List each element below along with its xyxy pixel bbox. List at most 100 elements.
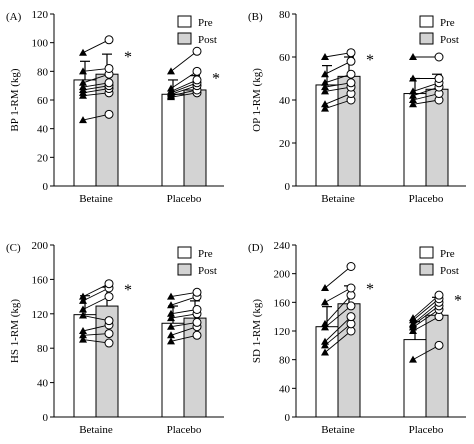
panel-label: (A) [6, 11, 22, 23]
individual-line [82, 39, 110, 54]
individual-line [324, 266, 352, 289]
y-tick-label: 60 [37, 95, 49, 107]
individual-point-post [104, 109, 114, 119]
individual-point-post [192, 75, 202, 85]
panel-label: (B) [248, 11, 263, 23]
individual-point-pre [321, 348, 329, 356]
individual-line [412, 316, 440, 332]
individual-point-pre [79, 331, 87, 339]
y-tick-label: 0 [43, 412, 49, 424]
y-axis-label: SD 1-RM (kg) [251, 299, 263, 364]
individual-point-post [192, 287, 202, 297]
individual-point-post [346, 56, 356, 66]
individual-point-pre [321, 70, 329, 78]
legend-label-post: Post [440, 265, 459, 277]
individual-point-pre [409, 91, 417, 99]
y-tick-label: 80 [279, 9, 291, 21]
individual-point-post [104, 316, 114, 326]
individual-point-pre [321, 53, 329, 60]
x-tick-label: Betaine [79, 424, 113, 436]
y-tick-label: 40 [37, 378, 49, 390]
legend-swatch-pre [177, 246, 192, 259]
legend-swatch-pre [419, 246, 434, 259]
individual-line [82, 296, 110, 310]
legend-swatch-pre [419, 15, 434, 28]
individual-point-post [192, 66, 202, 76]
individual-line [412, 86, 440, 97]
bar-pre-placebo [161, 93, 185, 187]
individual-point-pre [409, 100, 417, 108]
y-tick-label: 200 [274, 269, 291, 281]
legend-swatch-post [177, 32, 192, 45]
individual-line [170, 326, 198, 336]
chart-panel-3: (C) HS 1-RM (kg) 0 40 80 120 160 200 * Betaine Pla… [6, 240, 224, 436]
individual-point-pre [79, 335, 87, 343]
individual-line [82, 73, 110, 84]
individual-point-pre [79, 327, 87, 334]
individual-point-post [104, 78, 114, 88]
individual-point-pre [167, 67, 175, 75]
individual-point-post [434, 74, 444, 83]
x-tick-label: Betaine [321, 193, 355, 205]
individual-point-pre [79, 292, 87, 300]
legend-label-post: Post [198, 34, 217, 46]
individual-point-pre [409, 314, 417, 322]
individual-point-post [346, 48, 356, 58]
y-tick-label: 100 [32, 38, 49, 50]
significance-marker: * [454, 292, 462, 309]
legend-swatch-post [419, 32, 434, 45]
individual-point-pre [167, 84, 175, 92]
individual-line [324, 316, 352, 343]
chart-panel-1: (A) BP 1-RM (kg) 0 20 40 60 80 100 120 * Betaine * P… [6, 9, 224, 205]
individual-point-post [104, 292, 114, 302]
significance-marker: * [212, 71, 220, 88]
legend-label-post: Post [440, 34, 459, 46]
individual-point-pre [79, 311, 87, 319]
y-tick-label: 200 [32, 240, 49, 252]
individual-point-pre [79, 116, 87, 124]
x-tick-label: Betaine [79, 193, 113, 205]
individual-line [324, 305, 352, 328]
individual-point-post [346, 301, 356, 311]
individual-line [412, 309, 440, 328]
y-tick-label: 0 [285, 412, 291, 424]
individual-point-pre [321, 337, 329, 345]
individual-point-pre [321, 323, 329, 331]
individual-point-post [104, 329, 114, 339]
x-tick-label: Placebo [409, 193, 444, 205]
individual-point-post [104, 338, 114, 348]
individual-point-pre [321, 78, 329, 86]
individual-point-pre [167, 337, 175, 345]
bar-pre-betaine [73, 314, 97, 418]
individual-point-post [346, 262, 356, 271]
bar-pre-placebo [403, 339, 427, 418]
individual-line [324, 99, 352, 110]
legend-label-pre: Pre [440, 248, 455, 260]
y-tick-label: 120 [32, 309, 49, 321]
y-tick-label: 120 [32, 9, 49, 21]
individual-point-pre [409, 96, 417, 103]
y-tick-label: 0 [43, 181, 49, 193]
y-tick-label: 40 [279, 383, 291, 395]
panel-label: (C) [6, 242, 21, 254]
individual-point-pre [321, 319, 329, 327]
x-tick-label: Placebo [167, 424, 202, 436]
individual-point-pre [79, 48, 87, 56]
individual-point-post [104, 35, 114, 45]
individual-line [170, 70, 198, 89]
individual-line [324, 330, 352, 353]
individual-point-post [346, 283, 356, 293]
individual-point-post [104, 279, 114, 289]
individual-point-pre [321, 341, 329, 349]
individual-line [412, 82, 440, 92]
x-tick-label: Placebo [167, 193, 202, 205]
y-tick-label: 160 [274, 297, 291, 309]
individual-point-pre [167, 309, 175, 317]
individual-point-pre [409, 327, 417, 334]
individual-point-pre [409, 87, 417, 95]
individual-point-pre [167, 301, 175, 309]
individual-line [324, 60, 352, 75]
individual-point-post [346, 312, 356, 322]
individual-point-pre [321, 87, 329, 95]
